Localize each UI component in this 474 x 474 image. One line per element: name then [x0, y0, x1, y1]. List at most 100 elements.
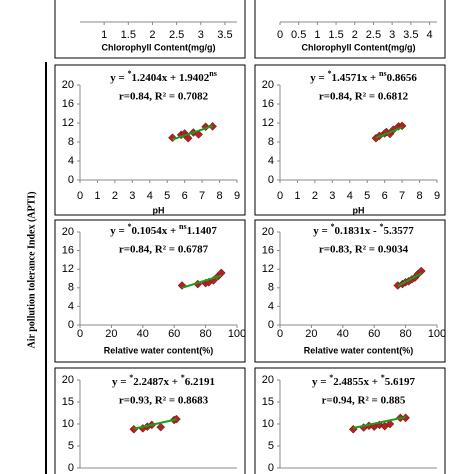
equation-text: 1.1407 [187, 225, 218, 237]
fit-statistics: r=0.84, R² = 0.6787 [119, 244, 209, 256]
x-tick-label: 40 [137, 328, 149, 340]
fit-statistics: r=0.94, R² = 0.885 [322, 395, 406, 407]
trend-line [353, 416, 406, 429]
x-axis-label: Chlorophyll Content(mg/g) [302, 42, 416, 52]
panel-frame [254, 219, 446, 363]
x-tick-label: 0 [77, 190, 83, 202]
equation: y = *1.4571x + ns0.8656 [310, 69, 417, 84]
data-point [416, 266, 426, 276]
panel-frame [254, 64, 446, 216]
x-tick-label: 2.5 [169, 29, 184, 41]
x-tick-label: 7 [399, 190, 405, 202]
equation-text: 6.2191 [185, 376, 215, 388]
x-tick-label: 2 [112, 190, 118, 202]
y-tick-label: 8 [268, 282, 274, 294]
data-point [216, 268, 226, 278]
equation-text: y = [112, 376, 129, 388]
x-tick-label: 2 [352, 29, 358, 41]
y-tick-label: 12 [262, 117, 274, 129]
fit-statistics: r=0.93, R² = 0.8683 [119, 395, 209, 407]
equation-text: 2.4855x + [333, 376, 381, 388]
x-axis-label: pH [153, 205, 165, 215]
panel-frame [54, 0, 246, 59]
x-tick-label: 6 [382, 190, 388, 202]
x-axis-label: pH [353, 205, 365, 215]
equation-text: y = [110, 72, 127, 84]
y-tick-label: 20 [62, 79, 74, 91]
x-tick-label: 40 [337, 328, 349, 340]
y-tick-label: 0 [68, 319, 74, 331]
equation-superscript: * [331, 222, 335, 231]
y-tick-label: 16 [62, 245, 74, 257]
x-tick-label: 3.5 [403, 29, 418, 41]
data-point [194, 130, 203, 139]
y-tick-label: 4 [268, 155, 274, 167]
panel-frame [254, 0, 446, 59]
equation-superscript: * [129, 373, 133, 382]
y-tick-label: 16 [262, 98, 274, 110]
y-tick-label: 20 [62, 226, 74, 238]
y-tick-label: 16 [262, 245, 274, 257]
x-tick-label: 8 [416, 190, 422, 202]
equation-text: y = [312, 376, 329, 388]
fit-statistics: r=0.83, R² = 0.9034 [319, 244, 409, 256]
y-tick-label: 12 [262, 263, 274, 275]
fit-statistics: r=0.84, R² = 0.7082 [119, 91, 209, 103]
trend-line [397, 272, 422, 287]
x-tick-label: 60 [168, 328, 180, 340]
equation-text: 0.8656 [387, 72, 418, 84]
y-tick-label: 4 [268, 300, 274, 312]
trend-line [172, 125, 213, 141]
y-tick-label: 20 [262, 79, 274, 91]
equation-text: 2.2487x + [133, 376, 181, 388]
x-tick-label: 3.5 [217, 29, 232, 41]
x-tick-label: 0 [77, 328, 83, 340]
x-tick-label: 3 [329, 190, 335, 202]
y-tick-label: 16 [62, 98, 74, 110]
y-tick-label: 0 [268, 174, 274, 186]
equation-superscript: * [127, 222, 131, 231]
trend-line [375, 126, 403, 139]
equation: y = *0.1831x - *5.3577 [313, 222, 414, 237]
x-tick-label: 1 [101, 29, 107, 41]
x-tick-label: 1 [94, 190, 100, 202]
y-tick-label: 10 [62, 418, 74, 430]
fit-statistics: r=0.84, R² = 0.6812 [319, 91, 409, 103]
equation-text: 1.2404x + 1.9402 [131, 72, 209, 84]
equation-superscript: * [327, 69, 331, 78]
y-tick-label: 20 [262, 374, 274, 386]
x-tick-label: 3 [129, 190, 135, 202]
x-axis-label: Chlorophyll Content(mg/g) [102, 42, 216, 52]
y-tick-label: 15 [62, 396, 74, 408]
x-tick-label: 9 [234, 190, 240, 202]
x-tick-label: 1 [314, 29, 320, 41]
panel-frame [54, 219, 246, 363]
x-tick-label: 4 [347, 190, 353, 202]
x-tick-label: 1 [294, 190, 300, 202]
equation: y = *2.2487x + *6.2191 [112, 373, 215, 388]
data-point [385, 419, 395, 429]
x-tick-label: 2.5 [366, 29, 381, 41]
data-point [183, 133, 193, 143]
equation-superscript: * [127, 69, 131, 78]
x-tick-label: 60 [368, 328, 380, 340]
x-axis-label: Relative water content(%) [304, 345, 414, 355]
x-tick-label: 20 [105, 328, 117, 340]
trend-line [181, 274, 222, 289]
y-tick-label: 12 [62, 117, 74, 129]
equation-text: 5.3577 [383, 225, 414, 237]
y-tick-label: 0 [68, 174, 74, 186]
equation-text: y = [110, 225, 127, 237]
y-tick-label: 4 [68, 155, 74, 167]
y-tick-label: 4 [68, 300, 74, 312]
equation-superscript: ns [209, 69, 217, 78]
y-tick-label: 5 [68, 440, 74, 452]
x-tick-label: 0.5 [291, 29, 306, 41]
equation-text: y = [313, 225, 330, 237]
x-tick-label: 5 [164, 190, 170, 202]
x-tick-label: 3 [389, 29, 395, 41]
equation-superscript: * [381, 373, 385, 382]
x-tick-label: 7 [199, 190, 205, 202]
equation-text: 1.4571x + [331, 72, 379, 84]
y-tick-label: 12 [62, 263, 74, 275]
